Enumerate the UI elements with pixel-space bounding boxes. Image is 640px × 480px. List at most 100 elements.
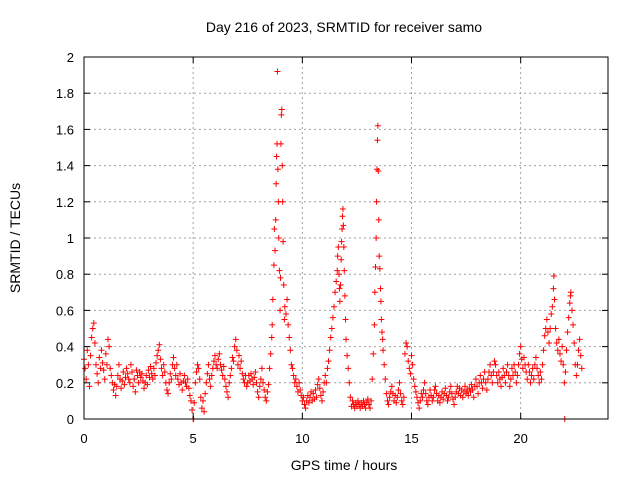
data-point	[250, 381, 257, 388]
data-point	[337, 282, 344, 289]
data-point	[541, 332, 548, 339]
data-point	[444, 397, 451, 404]
data-point	[445, 394, 452, 401]
data-point	[132, 388, 139, 395]
data-point	[379, 336, 386, 343]
data-point	[144, 381, 151, 388]
data-point	[226, 379, 233, 386]
y-tick-label: 1	[67, 231, 74, 246]
data-point	[452, 394, 459, 401]
data-point	[336, 271, 343, 278]
data-point	[234, 361, 241, 368]
data-point	[393, 399, 400, 406]
data-point	[154, 352, 161, 359]
data-point	[384, 397, 391, 404]
data-point	[494, 379, 501, 386]
data-point	[133, 367, 140, 374]
data-point	[271, 225, 278, 232]
data-point	[552, 325, 559, 332]
data-point	[306, 394, 313, 401]
data-point	[422, 390, 429, 397]
data-point	[530, 376, 537, 383]
data-point	[253, 379, 260, 386]
data-point	[327, 334, 334, 341]
data-point	[360, 397, 367, 404]
data-point	[373, 198, 380, 205]
data-point	[578, 365, 585, 372]
data-point	[318, 397, 325, 404]
data-point	[375, 168, 382, 175]
data-point	[347, 394, 354, 401]
data-point	[570, 321, 577, 328]
data-point	[332, 289, 339, 296]
data-point	[567, 289, 574, 296]
data-point	[105, 336, 112, 343]
data-point	[120, 368, 127, 375]
data-point	[524, 376, 531, 383]
data-point	[214, 365, 221, 372]
data-point	[329, 314, 336, 321]
data-point	[272, 216, 279, 223]
data-point	[155, 347, 162, 354]
data-point	[236, 352, 243, 359]
data-point	[114, 372, 121, 379]
y-tick-label: 0.2	[56, 376, 74, 391]
data-point	[277, 307, 284, 314]
data-point	[472, 376, 479, 383]
data-point	[526, 368, 533, 375]
data-point	[525, 361, 532, 368]
data-point	[551, 296, 558, 303]
data-point	[124, 370, 131, 377]
data-point	[103, 361, 110, 368]
data-point	[371, 289, 378, 296]
data-point	[399, 401, 406, 408]
data-point	[205, 361, 212, 368]
data-point	[204, 370, 211, 377]
data-point	[484, 376, 491, 383]
data-point	[237, 365, 244, 372]
data-point	[430, 394, 437, 401]
data-point	[129, 368, 136, 375]
data-point	[278, 106, 285, 113]
data-point	[490, 368, 497, 375]
data-point	[349, 397, 356, 404]
data-point	[229, 354, 236, 361]
data-point	[146, 374, 153, 381]
data-point	[403, 339, 410, 346]
data-point	[217, 361, 224, 368]
data-point	[336, 298, 343, 305]
data-point	[227, 372, 234, 379]
data-point	[113, 383, 120, 390]
data-point	[468, 381, 475, 388]
data-point	[364, 396, 371, 403]
data-point	[487, 361, 494, 368]
data-point	[341, 292, 348, 299]
data-point	[184, 376, 191, 383]
data-point	[378, 316, 385, 323]
data-point	[573, 372, 580, 379]
data-point	[138, 370, 145, 377]
data-point	[258, 365, 265, 372]
data-point	[220, 363, 227, 370]
data-point	[310, 390, 317, 397]
data-point	[517, 343, 524, 350]
data-point	[281, 316, 288, 323]
data-point	[431, 387, 438, 394]
data-point	[546, 339, 553, 346]
data-point	[281, 303, 288, 310]
data-point	[527, 379, 534, 386]
data-point	[266, 365, 273, 372]
data-point	[277, 274, 284, 281]
data-point	[396, 379, 403, 386]
data-point	[432, 383, 439, 390]
data-point	[448, 390, 455, 397]
data-point	[148, 370, 155, 377]
data-point	[560, 361, 567, 368]
data-point	[85, 361, 92, 368]
data-point	[316, 385, 323, 392]
data-point	[568, 307, 575, 314]
data-point	[93, 361, 100, 368]
data-point	[228, 365, 235, 372]
data-point	[160, 361, 167, 368]
x-axis-label: GPS time / hours	[291, 457, 398, 473]
